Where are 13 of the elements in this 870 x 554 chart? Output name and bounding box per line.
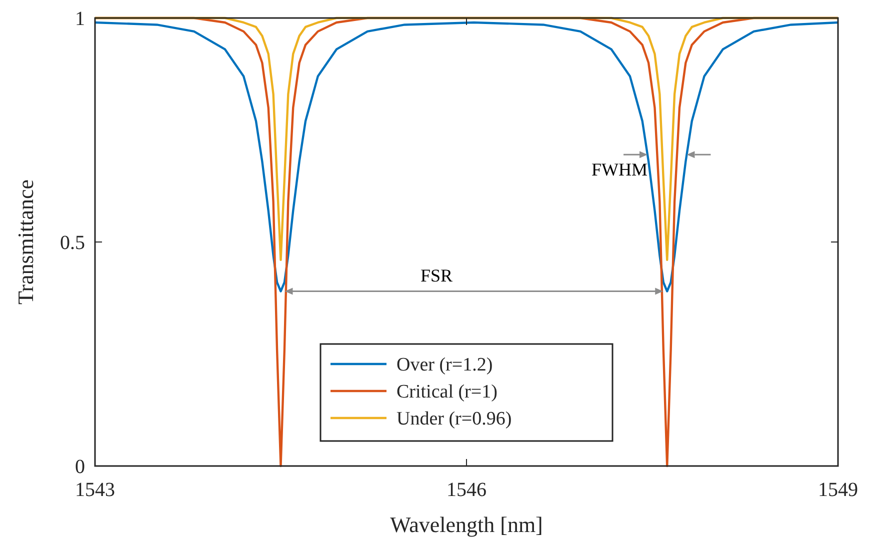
x-axis-title: Wavelength [nm]: [390, 512, 543, 537]
y-axis-title: Transmittance: [13, 179, 38, 305]
x-tick-label: 1546: [446, 479, 486, 501]
legend-label: Under (r=0.96): [396, 408, 512, 430]
annotation: FWHM: [591, 160, 648, 180]
y-tick-label: 0: [75, 456, 85, 478]
legend-label: Over (r=1.2): [396, 354, 493, 376]
annotation: FSR: [420, 265, 453, 286]
x-tick-label: 1549: [818, 479, 858, 501]
y-tick-label: 0.5: [60, 232, 85, 254]
x-tick-label: 1543: [75, 479, 115, 501]
legend-label: Critical (r=1): [396, 382, 498, 403]
y-tick-label: 1: [75, 8, 85, 30]
